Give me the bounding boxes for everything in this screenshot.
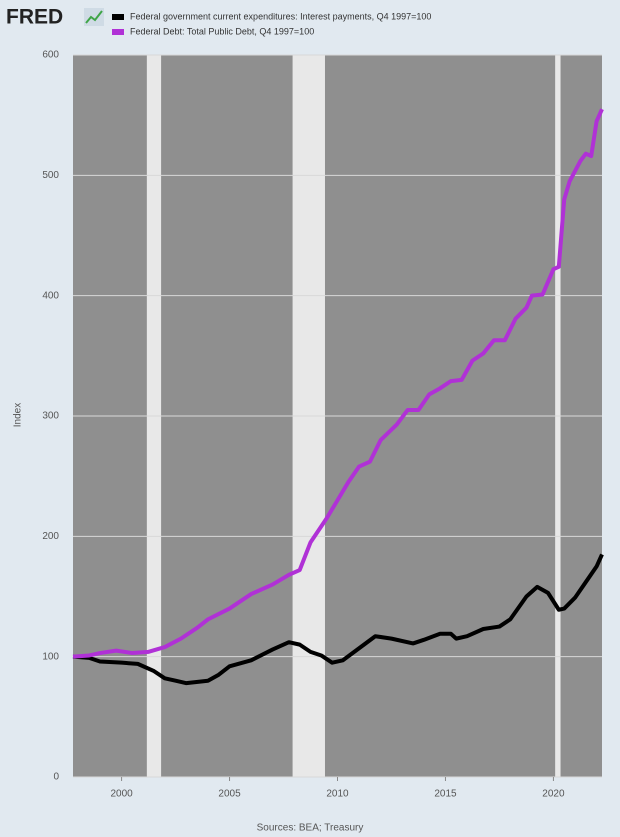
y-tick-label: 500 — [42, 170, 59, 181]
legend-label: Federal government current expenditures:… — [130, 11, 431, 21]
y-tick-label: 0 — [53, 772, 59, 783]
legend-label: Federal Debt: Total Public Debt, Q4 1997… — [130, 26, 314, 36]
y-tick-label: 400 — [42, 290, 59, 301]
logo: FRED — [6, 6, 63, 29]
source: Sources: BEA; Treasury — [257, 823, 364, 834]
y-tick-label: 100 — [42, 651, 59, 662]
y-tick-label: 300 — [42, 411, 59, 422]
legend-swatch — [112, 29, 124, 35]
line — [72, 553, 604, 686]
line — [72, 108, 604, 659]
x-tick-label: 2005 — [218, 789, 241, 800]
x-tick-label: 2000 — [110, 789, 133, 800]
logo-icon — [84, 8, 104, 26]
legend-swatch — [112, 14, 124, 20]
x-tick-label: 2015 — [434, 789, 457, 800]
y-tick-label: 200 — [42, 531, 59, 542]
x-tick-label: 2020 — [542, 789, 565, 800]
x-tick-label: 2010 — [326, 789, 349, 800]
y-axis-label: Index — [13, 403, 24, 427]
y-tick-label: 600 — [42, 50, 59, 61]
